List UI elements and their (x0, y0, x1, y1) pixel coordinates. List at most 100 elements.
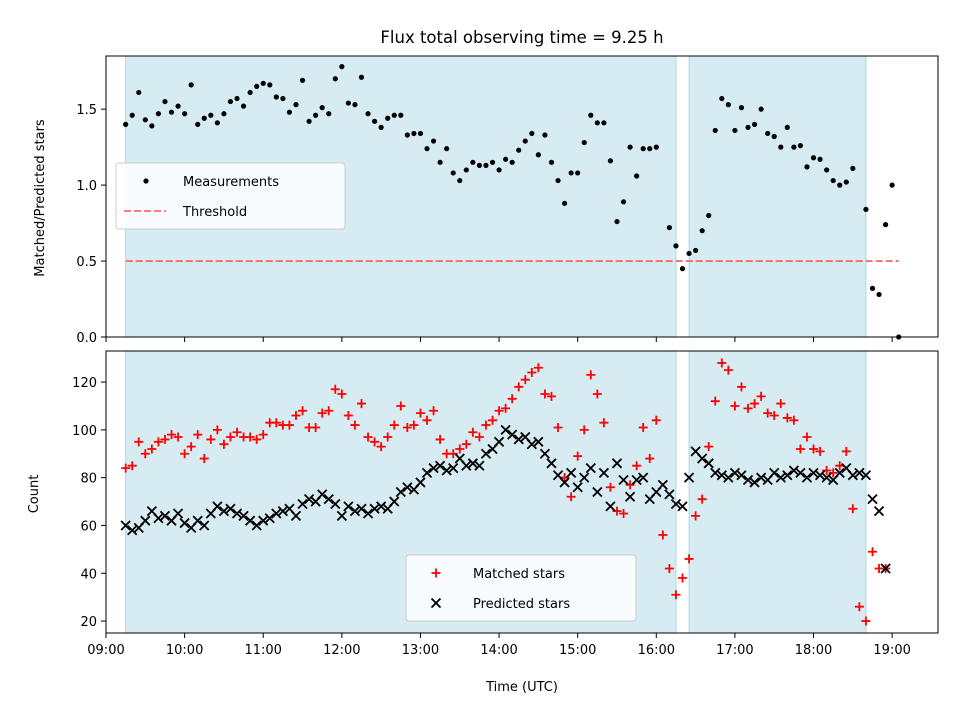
predicted-star-point (441, 465, 452, 476)
measurement-point (588, 112, 594, 118)
matched-star-point (121, 463, 131, 473)
measurement-point (450, 170, 456, 176)
predicted-star-point (127, 525, 138, 536)
measurement-point (863, 206, 869, 213)
matched-star-point (717, 358, 727, 368)
matched-star-point (704, 442, 714, 452)
matched-star-point (802, 432, 812, 442)
legend-measurement-marker (143, 178, 149, 184)
measurement-point (810, 155, 817, 161)
series-matched-stars (121, 358, 891, 626)
predicted-star-point (434, 460, 446, 471)
measurement-point (234, 95, 240, 102)
predicted-star-point (199, 520, 210, 531)
predicted-star-point (677, 501, 688, 512)
predicted-star-point (290, 510, 302, 522)
predicted-star-point (415, 477, 426, 488)
measurement-point (666, 225, 673, 231)
measurement-point (227, 98, 234, 105)
measurement-point (463, 167, 469, 173)
measurement-point (765, 130, 771, 137)
measurement-point (882, 222, 889, 228)
predicted-star-point (376, 501, 387, 512)
matched-star-point (678, 573, 688, 583)
predicted-star-point (179, 517, 190, 529)
matched-star-point (579, 425, 589, 435)
x-tick-label: 10:00 (166, 643, 203, 658)
measurement-point (693, 247, 699, 254)
measurement-point (273, 94, 279, 100)
predicted-star-point (225, 503, 236, 514)
measurement-point (732, 127, 738, 134)
matched-star-point (841, 446, 851, 456)
measurement-point (640, 146, 646, 152)
matched-star-point (415, 408, 425, 418)
predicted-star-point (624, 491, 636, 502)
predicted-star-point (873, 505, 885, 517)
count-y-axis-label: Count (27, 475, 42, 514)
matched-star-point (638, 422, 648, 432)
observing-interval-2 (688, 55, 867, 338)
predicted-star-point (710, 467, 721, 479)
measurement-point (581, 139, 587, 146)
matched-star-point (651, 415, 661, 425)
predicted-star-point (258, 515, 269, 526)
matched-star-point (782, 413, 792, 423)
measurement-point (313, 112, 319, 118)
predicted-star-point (461, 460, 472, 471)
y-tick-label: 40 (80, 567, 97, 582)
predicted-star-point (867, 494, 878, 505)
matched-star-point (507, 394, 517, 404)
matched-star-point (730, 401, 740, 411)
measurement-point (240, 103, 247, 109)
measurement-point (516, 147, 522, 153)
predicted-star-point (389, 496, 400, 507)
predicted-star-point (539, 448, 551, 459)
measurement-point (653, 144, 659, 150)
measurement-point (561, 200, 568, 206)
predicted-star-point (814, 470, 826, 481)
predicted-star-point (317, 489, 328, 500)
predicted-star-point (546, 458, 557, 469)
figure-title: Flux total observing time = 9.25 h (380, 28, 663, 47)
measurement-point (188, 82, 194, 88)
matched-star-point (592, 389, 602, 399)
predicted-star-point (729, 467, 741, 479)
matched-star-point (409, 420, 419, 430)
predicted-star-point (297, 498, 308, 510)
matched-star-point (605, 482, 615, 492)
measurement-point (254, 83, 260, 89)
measurement-point (417, 130, 424, 137)
predicted-star-point (703, 458, 714, 469)
legend-matched-marker (431, 568, 441, 578)
legend-label: Threshold (182, 205, 247, 220)
measurement-point (299, 77, 306, 83)
measurement-point (620, 199, 627, 205)
predicted-star-point (192, 515, 203, 526)
matched-star-point (317, 408, 327, 418)
measurement-point (247, 89, 253, 96)
matched-star-point (494, 406, 504, 416)
matched-star-point (533, 363, 543, 373)
predicted-star-point (330, 498, 341, 510)
predicted-star-point (500, 424, 511, 436)
measurement-point (175, 103, 181, 109)
legend: Measurements Threshold (115, 162, 346, 230)
measurement-point (457, 177, 463, 184)
measurement-point (391, 112, 397, 118)
x-tick-label: 15:00 (559, 643, 596, 658)
matched-star-point (225, 432, 235, 442)
matched-star-point (520, 375, 530, 385)
matched-star-point (697, 494, 707, 504)
measurement-point (136, 89, 142, 96)
matched-star-point (311, 422, 321, 432)
predicted-star-point (343, 501, 354, 512)
matched-star-point (848, 504, 858, 514)
predicted-star-point (428, 462, 439, 474)
predicted-star-point (670, 498, 682, 510)
matched-star-point (252, 434, 262, 444)
predicted-star-point (742, 474, 754, 486)
matched-star-point (356, 399, 366, 409)
predicted-star-point (788, 465, 800, 476)
predicted-star-point (736, 470, 747, 481)
